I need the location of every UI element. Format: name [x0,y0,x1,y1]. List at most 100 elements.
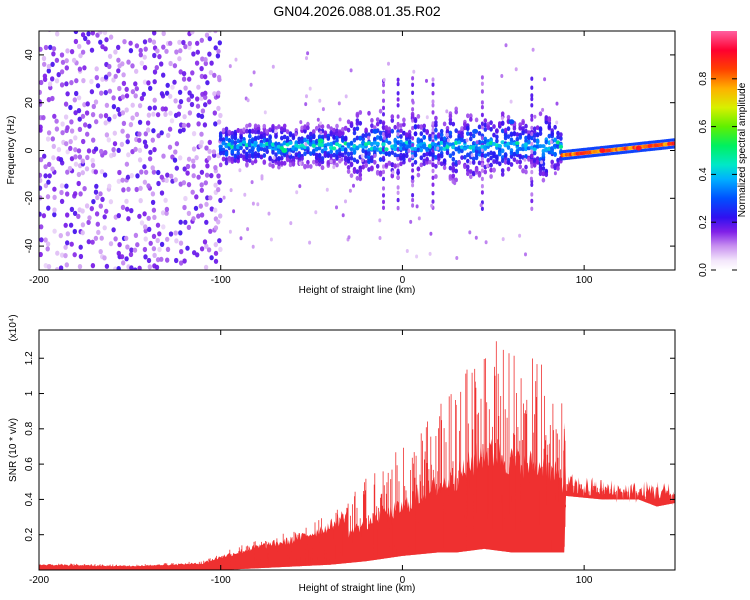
spectrogram-cell [480,184,484,189]
spectrogram-cell [396,185,400,190]
spectrogram-cell [500,140,505,145]
spectrogram-cell [111,104,117,110]
spectrogram-cell [373,125,377,131]
spectrogram-cell [343,147,348,153]
spectrogram-cell [76,213,81,219]
spectrogram-cell [179,249,184,255]
spectrogram-cell [78,191,83,197]
spectrogram-cell [477,171,482,177]
spectrogram-cell [150,137,155,143]
spectrogram-cell [448,142,453,147]
spectrogram-cell [550,146,555,151]
spectrogram-cell [480,168,484,173]
spectrogram-cell [355,135,360,141]
spectrogram-cell [269,237,273,242]
spectrogram-cell [116,68,121,74]
spectrogram-cell [411,107,415,112]
spectrogram-cell [312,140,316,145]
spectrogram-cell [63,244,68,250]
spectrogram-cell [65,125,70,131]
spectrogram-cell [164,48,169,54]
spectrogram-cell [248,129,252,135]
spectrogram-cell [484,240,488,245]
spectrogram-cell [382,199,385,205]
spectrogram-cell [120,61,125,67]
spectrogram-cell [107,71,112,77]
spectrogram-cell [99,235,104,241]
spectrogram-cell [535,139,540,144]
spectrogram-cell [191,173,196,179]
spectrogram-cell [349,155,354,161]
spectrogram-cell [489,150,493,156]
spectrogram-y-tick-label: 0 [24,147,35,153]
spectrogram-cell [218,162,223,168]
spectrogram-cell [431,110,435,115]
spectrogram-cell [297,136,302,142]
spectrogram-cell [436,146,440,151]
spectrogram-cell [157,231,162,237]
spectrogram-cell [422,152,427,158]
spectrogram-cell [489,174,493,179]
spectrogram-cell [91,199,96,205]
spectrogram-cell [445,150,450,156]
spectrogram-cell [471,156,476,162]
spectrogram-cell [112,130,118,136]
spectrogram-cell [508,119,515,125]
spectrogram-cell [121,72,126,78]
spectrogram-cell [172,157,178,163]
spectrogram-cell [84,110,90,116]
spectrogram-cell [42,73,48,79]
spectrogram-cell [480,121,484,126]
spectrogram-cell [559,136,563,141]
spectrogram-cell [466,167,470,173]
spectrogram-cell [361,158,364,163]
spectrogram-cell [181,71,187,77]
spectrogram-cell [55,31,60,37]
spectrogram-cell [277,156,281,161]
spectrogram-cell [177,104,182,110]
spectrogram-cell [378,135,383,140]
spectrogram-cell [332,135,336,141]
spectrogram-cell [506,166,511,172]
spectrogram-cell [399,142,403,148]
spectrogram-cell [378,157,383,162]
spectrogram-cell [320,124,325,129]
spectrogram-cell [407,149,411,153]
spectrogram-cell [671,145,675,149]
spectrogram-cell [280,126,284,132]
spectrogram-cell [78,253,84,260]
spectrogram-cell [480,157,484,162]
spectrogram-cell [457,133,461,139]
spectrogram-cell [181,127,186,133]
spectrogram-cell [314,125,319,131]
spectrogram-cell [253,123,258,129]
spectrogram-cell [492,159,496,164]
spectrogram-cell [161,153,166,159]
spectrogram-cell [431,103,435,108]
spectrogram-cell [166,132,171,138]
spectrogram-cell [73,31,79,35]
spectrogram-cell [500,128,505,134]
spectrogram-cell [164,206,170,212]
spectrogram-cell [454,160,459,165]
spectrogram-cell [194,155,199,161]
spectrogram-cell [543,77,547,82]
spectrogram-cell [390,162,395,167]
spectrogram-cell [303,128,307,134]
spectrogram-cell [500,116,504,121]
spectrogram-cell [454,168,459,174]
spectrogram-cell [73,147,78,153]
spectrogram-cell [265,145,270,151]
spectrogram-cell [142,65,148,71]
spectrogram-cell [463,125,467,131]
spectrogram-cell [396,103,400,108]
spectrogram-cell [122,39,127,45]
spectrogram-cell [448,113,453,119]
spectrogram-cell [167,144,173,150]
spectrogram-cell [163,197,168,203]
spectrogram-cell [382,147,385,152]
spectrogram-cell [448,153,453,159]
spectrogram-y-tick-label: 20 [24,97,35,109]
spectrogram-cell [422,134,427,140]
spectrogram-cell [530,117,534,122]
